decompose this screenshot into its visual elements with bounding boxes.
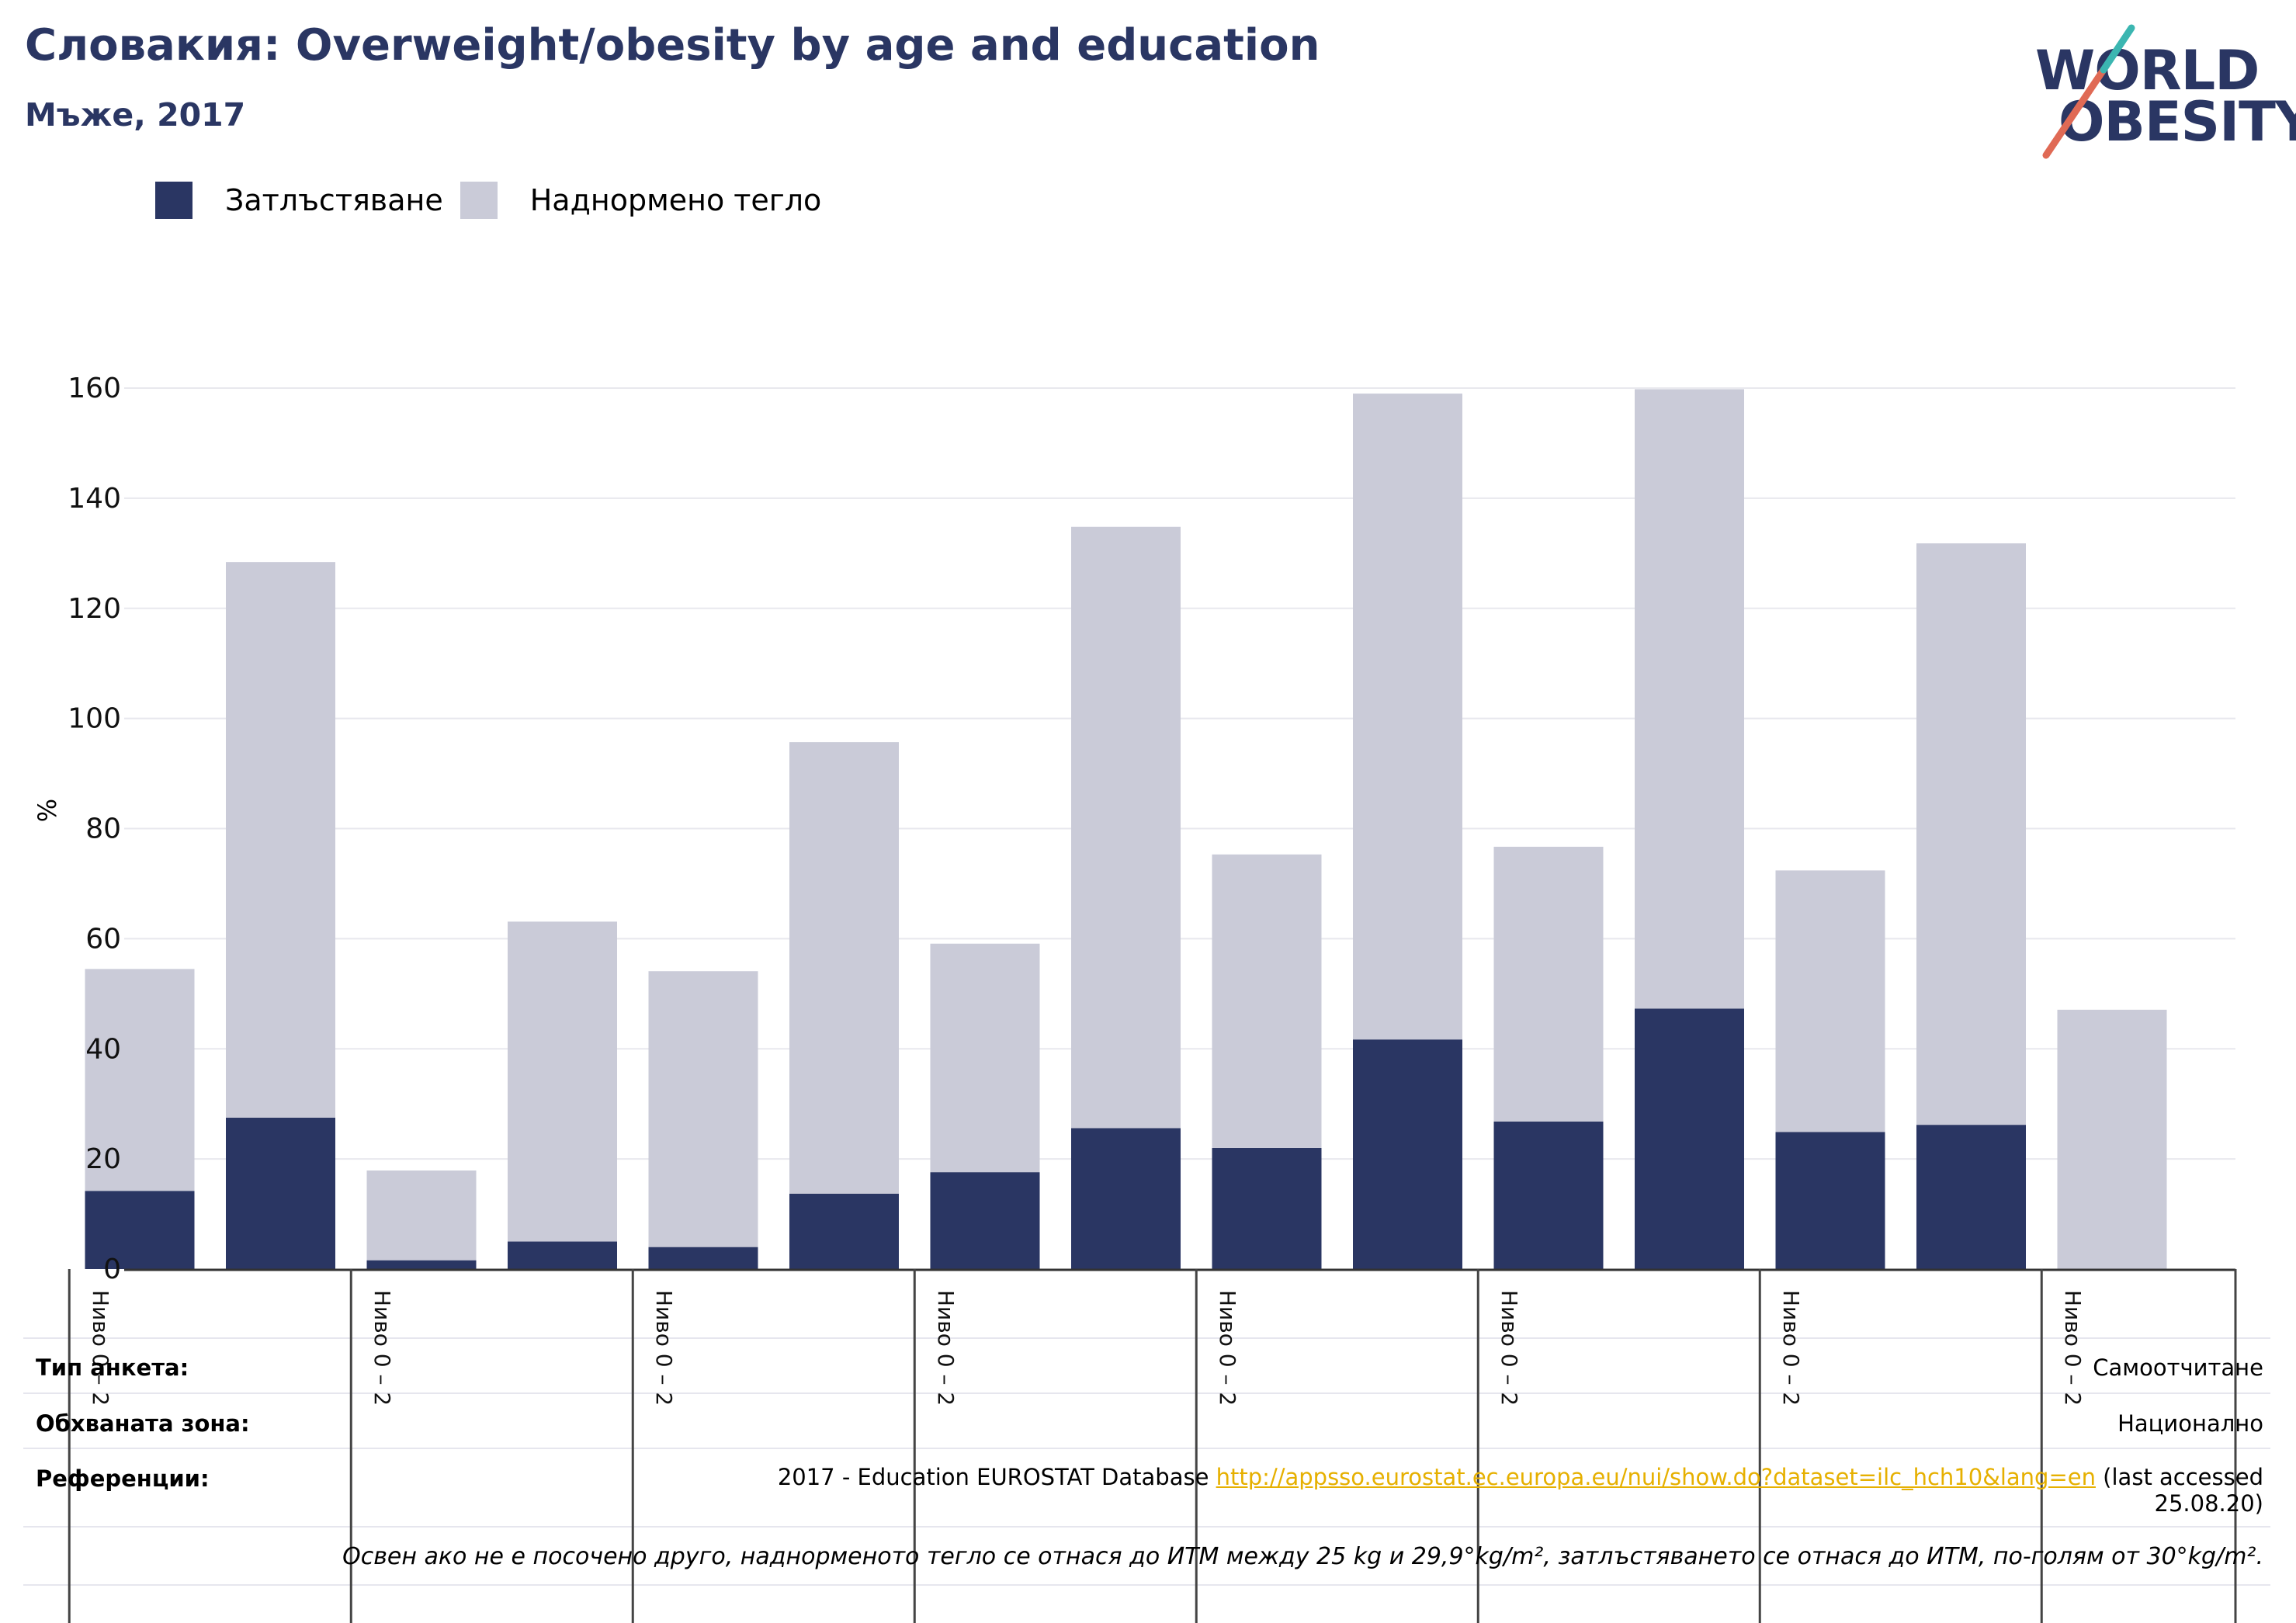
y-tick-label: 120	[68, 593, 121, 625]
y-tick-label: 40	[85, 1033, 121, 1065]
bar-obesity[interactable]	[508, 1241, 617, 1269]
references-suffix: (last accessed 25.08.20)	[2095, 1464, 2263, 1517]
axes	[68, 1268, 2237, 1623]
survey-type-label: Тип анкета:	[36, 1354, 189, 1381]
x-tick-label: Ниво 0 – 2	[88, 1290, 113, 1406]
chart-legend: Затлъстяване Наднормено тегло	[155, 180, 838, 220]
chart-title: Словакия: Overweight/obesity by age and …	[25, 20, 1320, 71]
bar-overweight[interactable]	[1212, 854, 1322, 1148]
bar-overweight[interactable]	[366, 1170, 477, 1261]
tick-labels: 0 20 40 60 80 100 120 140 160 Ниво 0 – 2 Ниво 0 – …	[68, 373, 2086, 1406]
bars	[85, 389, 2167, 1269]
y-tick-label: 20	[85, 1143, 121, 1175]
footnote: Освен ако не е посочено друго, наднормен…	[342, 1543, 2263, 1570]
y-tick-label: 140	[68, 483, 121, 515]
survey-type-value: Самоотчитане	[2093, 1354, 2263, 1381]
bar-obesity[interactable]	[1212, 1147, 1322, 1269]
bar-overweight[interactable]	[2057, 1009, 2167, 1269]
bar-overweight[interactable]	[1353, 394, 1462, 1040]
bar-obesity[interactable]	[930, 1172, 1040, 1269]
bar-obesity[interactable]	[226, 1117, 335, 1269]
references-prefix: 2017 - Education EUROSTAT Database	[777, 1464, 1216, 1490]
x-tick-label: Ниво 0 – 2	[933, 1290, 959, 1406]
info-table-lines	[23, 1337, 2270, 1586]
logo-slash-icon	[2042, 24, 2135, 159]
y-tick-label: 100	[68, 703, 121, 735]
bar-overweight[interactable]	[508, 921, 617, 1242]
bar-obesity[interactable]	[1775, 1132, 1885, 1269]
y-tick-label: 60	[85, 923, 121, 955]
bar-obesity[interactable]	[366, 1260, 477, 1269]
references-link[interactable]: http://appsso.eurostat.ec.europa.eu/nui/…	[1216, 1464, 2096, 1490]
coverage-value: Национално	[2117, 1410, 2263, 1437]
y-tick-label: 160	[68, 373, 121, 404]
bar-overweight[interactable]	[1916, 543, 2026, 1125]
coverage-label: Обхваната зона:	[36, 1410, 250, 1437]
x-tick-label: Ниво 0 – 2	[2060, 1290, 2086, 1406]
x-tick-label: Ниво 0 – 2	[369, 1290, 395, 1406]
bar-obesity[interactable]	[1635, 1008, 1744, 1269]
y-axis-label: %	[33, 799, 62, 822]
bar-overweight[interactable]	[226, 562, 335, 1118]
bar-overweight[interactable]	[648, 971, 758, 1247]
bar-obesity[interactable]	[789, 1193, 899, 1269]
bar-obesity[interactable]	[85, 1191, 195, 1269]
bar-overweight[interactable]	[1775, 870, 1885, 1132]
legend-label-obesity: Затлъстяване	[225, 183, 443, 217]
legend-item-overweight[interactable]: Наднормено тегло	[460, 182, 822, 219]
x-tick-label: Ниво 0 – 2	[1778, 1290, 1804, 1406]
x-tick-label: Ниво 0 – 2	[651, 1290, 677, 1406]
bar-overweight[interactable]	[1071, 526, 1181, 1129]
references-value: 2017 - Education EUROSTAT Database http:…	[680, 1464, 2263, 1517]
logo-text-obesity: OBESITY	[2058, 90, 2296, 154]
references-label: Референции:	[36, 1465, 210, 1492]
y-tick-label: 0	[103, 1254, 121, 1285]
legend-swatch-overweight	[460, 182, 498, 219]
bar-obesity[interactable]	[648, 1247, 758, 1269]
bar-obesity[interactable]	[1493, 1121, 1604, 1269]
world-obesity-logo: WORLD OBESITY	[2018, 22, 2296, 169]
bar-overweight[interactable]	[789, 742, 899, 1194]
x-tick-label: Ниво 0 – 2	[1497, 1290, 1522, 1406]
bar-overweight[interactable]	[930, 943, 1040, 1173]
x-tick-label: Ниво 0 – 2	[1215, 1290, 1240, 1406]
y-tick-label: 80	[85, 813, 121, 845]
bar-obesity[interactable]	[1353, 1039, 1462, 1269]
bar-overweight[interactable]	[85, 969, 195, 1191]
bar-obesity[interactable]	[1916, 1125, 2026, 1269]
bar-overweight[interactable]	[1493, 846, 1604, 1122]
legend-swatch-obesity	[155, 182, 192, 219]
bar-obesity[interactable]	[1071, 1128, 1181, 1269]
legend-label-overweight: Наднормено тегло	[529, 183, 822, 217]
logo-text-world: WORLD	[2035, 39, 2260, 102]
legend-item-obesity[interactable]: Затлъстяване	[155, 182, 443, 219]
chart-subtitle: Мъже, 2017	[25, 96, 246, 134]
bar-overweight[interactable]	[1635, 389, 1744, 1009]
